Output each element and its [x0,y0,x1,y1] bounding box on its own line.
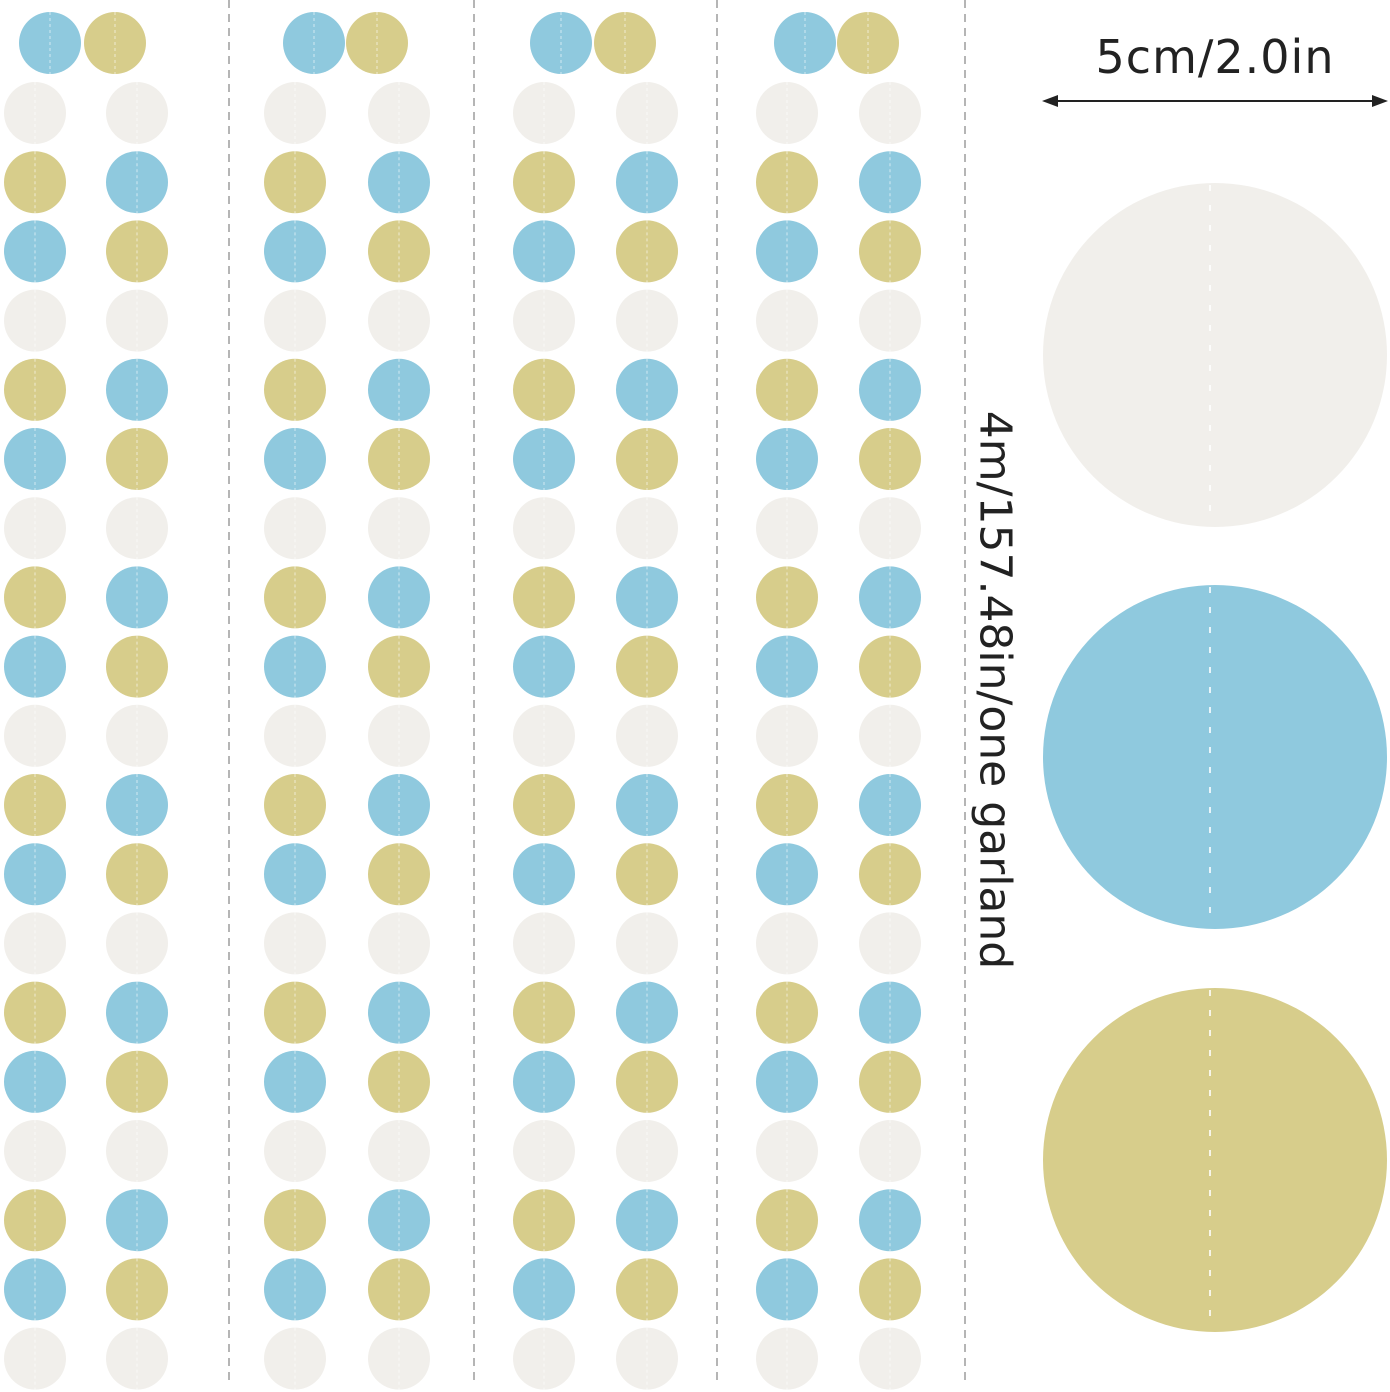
length-label: 4m/157.48in/one garland [969,410,1021,970]
diameter-label: 5cm/2.0in [1095,30,1335,84]
sample-dot-white [1043,183,1387,527]
sample-dot-gold [1043,988,1387,1332]
arrowhead-left-icon [1042,95,1058,107]
arrowhead-right-icon [1372,95,1388,107]
sample-dot-blue [1043,585,1387,929]
